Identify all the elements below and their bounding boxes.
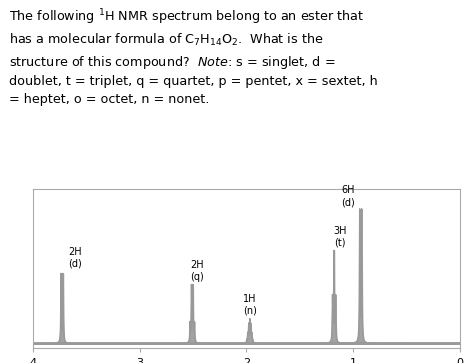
Text: 1H
(n): 1H (n) — [243, 294, 256, 316]
Text: 6H
(d): 6H (d) — [341, 185, 355, 207]
Text: The following $^{1}$H NMR spectrum belong to an ester that
has a molecular formu: The following $^{1}$H NMR spectrum belon… — [9, 7, 378, 106]
Text: 2H
(d): 2H (d) — [68, 247, 82, 269]
Text: 2H
(q): 2H (q) — [191, 260, 204, 282]
Text: 3H
(t): 3H (t) — [334, 226, 347, 248]
